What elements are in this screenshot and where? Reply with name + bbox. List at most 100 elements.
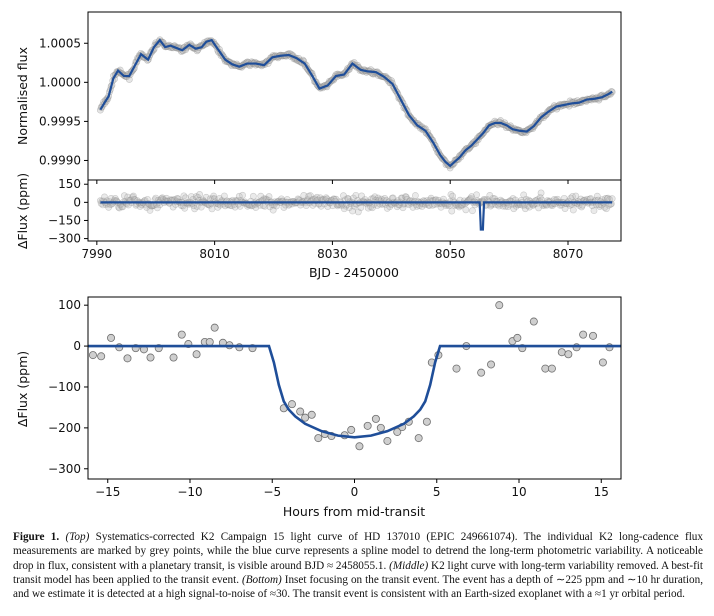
middle-residual-point xyxy=(345,204,353,212)
bottom-x-ticks: −15 −10 −5 0 5 10 15 xyxy=(95,479,609,499)
bottom-observation-point xyxy=(393,427,402,436)
middle-residual-point xyxy=(257,192,265,200)
middle-ytick-label-0: 150 xyxy=(58,177,81,191)
middle-residual-point xyxy=(561,205,569,212)
bottom-xtick-label-3: 0 xyxy=(351,485,359,499)
middle-residual-point xyxy=(196,191,203,198)
middle-residual-point xyxy=(596,203,604,210)
top-ytick-label-2: 1.0000 xyxy=(39,75,81,89)
middle-residual-point xyxy=(322,194,330,202)
middle-residual-point xyxy=(411,192,419,199)
bottom-observation-point xyxy=(422,417,431,426)
middle-residual-point xyxy=(214,203,222,211)
middle-residual-point xyxy=(340,205,348,213)
middle-residual-point xyxy=(354,208,362,216)
middle-residual-point xyxy=(593,192,601,200)
bottom-observation-point xyxy=(452,364,461,373)
middle-residual-point xyxy=(210,192,218,200)
bottom-xtick-label-6: 15 xyxy=(594,485,609,499)
middle-ytick-label-1: 0 xyxy=(73,195,81,209)
middle-residual-point xyxy=(397,194,405,202)
middle-residual-point xyxy=(537,189,545,197)
middle-residual-point xyxy=(386,203,394,211)
middle-residual-point xyxy=(192,193,200,200)
middle-residual-point xyxy=(389,194,397,202)
middle-residual-point xyxy=(154,204,161,212)
middle-residual-point xyxy=(187,193,195,200)
caption-top-tag: (Top) xyxy=(65,531,90,543)
middle-residual-point xyxy=(371,193,379,201)
bottom-observation-point xyxy=(296,407,305,416)
middle-residual-point xyxy=(280,204,288,211)
middle-residual-point xyxy=(449,192,456,200)
middle-residual-point xyxy=(143,204,151,211)
bottom-observation-point xyxy=(579,330,588,339)
middle-residual-point xyxy=(352,191,360,199)
bottom-observation-point xyxy=(541,364,550,373)
middle-xtick-label-1: 8010 xyxy=(199,247,230,261)
middle-residual-point xyxy=(105,203,113,211)
bottom-observation-point xyxy=(495,301,504,310)
middle-residual-point xyxy=(265,193,273,200)
panel-middle-residuals: 150 0 −150 −300 7990 8010 8030 8050 8070 ΔFlux … xyxy=(15,173,622,280)
middle-residual-point xyxy=(249,192,257,200)
bottom-observation-point xyxy=(363,421,372,430)
bottom-observation-point xyxy=(88,351,97,360)
bottom-y-axis-label: ΔFlux (ppm) xyxy=(15,351,30,427)
middle-residual-point xyxy=(468,193,476,201)
middle-residual-point xyxy=(181,204,189,212)
bottom-xtick-label-5: 10 xyxy=(511,485,526,499)
middle-residual-point xyxy=(572,192,580,200)
bottom-observation-point xyxy=(598,358,607,367)
middle-residual-point xyxy=(300,192,308,199)
middle-residual-point xyxy=(604,194,612,202)
middle-residual-point xyxy=(601,204,609,211)
middle-ytick-label-3: −300 xyxy=(48,232,81,246)
middle-residual-point xyxy=(313,193,321,201)
middle-residual-point xyxy=(569,193,576,200)
middle-residual-point xyxy=(437,203,445,211)
middle-residual-point xyxy=(119,203,127,211)
middle-residual-point xyxy=(455,203,463,211)
middle-residual-point xyxy=(252,204,260,211)
bottom-y-ticks: 100 0 −100 −200 −300 xyxy=(48,298,88,476)
middle-residual-point xyxy=(239,191,246,199)
bottom-observation-point xyxy=(477,368,486,377)
middle-residual-point xyxy=(374,194,382,202)
middle-residual-point xyxy=(129,193,137,201)
middle-xtick-label-2: 8030 xyxy=(317,247,348,261)
bottom-observation-point xyxy=(301,413,310,422)
middle-residual-point xyxy=(120,192,128,200)
bottom-observation-point xyxy=(529,317,538,326)
middle-residual-point xyxy=(367,203,375,211)
middle-residual-point xyxy=(158,194,166,202)
bottom-xtick-label-0: −15 xyxy=(95,485,120,499)
bottom-observation-point xyxy=(487,360,496,369)
bottom-observation-point xyxy=(371,414,380,423)
middle-residual-point xyxy=(399,204,407,212)
middle-residual-point xyxy=(306,192,314,200)
middle-xtick-label-4: 8070 xyxy=(553,247,584,261)
middle-residual-point xyxy=(486,191,494,199)
middle-residual-point xyxy=(202,193,210,201)
panel-bottom-transit-inset: 100 0 −100 −200 −300 −15 −10 −5 0 5 10 15 ΔFlux (p… xyxy=(15,296,622,519)
middle-residual-point xyxy=(578,203,585,211)
middle-residual-point xyxy=(398,194,406,202)
middle-residual-point xyxy=(101,193,108,201)
figure-caption: Figure 1. (Top) Systematics-corrected K2… xyxy=(13,530,703,601)
middle-x-ticks: 7990 8010 8030 8050 8070 xyxy=(82,241,584,261)
middle-residual-point xyxy=(521,205,529,213)
bottom-axes-frame xyxy=(87,296,622,480)
bottom-observation-point xyxy=(513,333,522,342)
bottom-observation-point xyxy=(383,436,392,445)
middle-residual-point xyxy=(220,192,228,200)
bottom-ytick-label-3: −200 xyxy=(48,421,81,435)
middle-residual-point xyxy=(115,203,122,211)
bottom-observation-point xyxy=(123,354,132,363)
bottom-ytick-label-2: −100 xyxy=(48,380,81,394)
middle-residual-point xyxy=(266,203,274,211)
middle-residual-point xyxy=(448,207,456,215)
bottom-observation-points xyxy=(88,301,614,451)
middle-residual-point xyxy=(402,193,410,201)
bottom-x-axis-label: Hours from mid-transit xyxy=(283,504,425,519)
